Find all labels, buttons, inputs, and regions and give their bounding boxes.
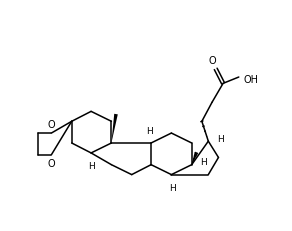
Text: O: O <box>48 159 55 169</box>
Text: O: O <box>48 120 55 130</box>
Text: H: H <box>200 157 207 166</box>
Text: H: H <box>170 183 176 192</box>
Text: OH: OH <box>243 74 258 84</box>
Text: H: H <box>146 127 153 136</box>
Text: O: O <box>208 56 216 66</box>
Text: H: H <box>88 162 95 170</box>
Polygon shape <box>192 153 198 165</box>
Text: H: H <box>217 134 223 143</box>
Polygon shape <box>111 114 118 143</box>
